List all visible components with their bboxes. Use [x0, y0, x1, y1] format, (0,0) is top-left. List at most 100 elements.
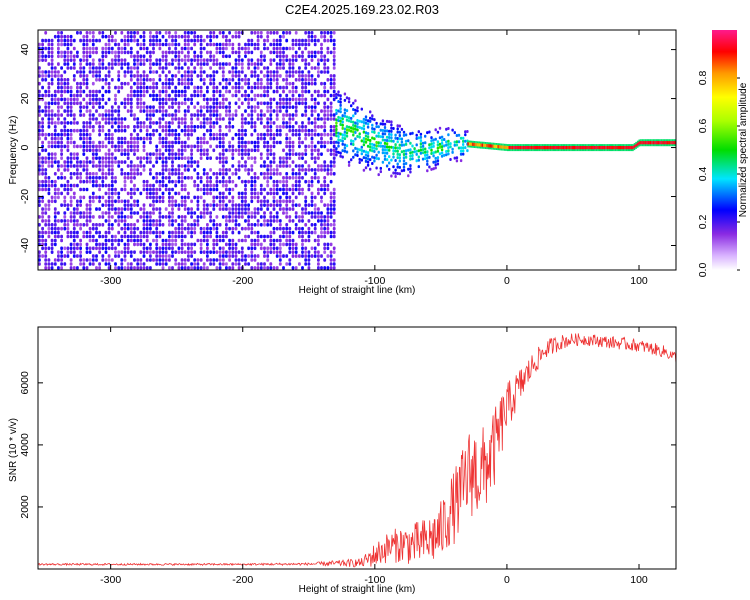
- spectrogram-cell: [60, 34, 63, 39]
- spectrogram-cell: [174, 97, 178, 102]
- spectrogram-cell: [304, 136, 308, 141]
- spectrogram-cell: [266, 125, 270, 129]
- spectrogram-cell: [63, 70, 67, 74]
- spectrogram-cell: [85, 203, 89, 207]
- spectrogram-y-axis-label: Frequency (Hz): [8, 116, 19, 185]
- spectrogram-cell: [212, 172, 216, 176]
- spectrogram-cell: [375, 121, 378, 125]
- spectrogram-cell: [133, 117, 136, 121]
- spectrogram-cell: [91, 176, 95, 180]
- spectrogram-cell: [104, 238, 108, 243]
- spectrogram-cell: [158, 89, 162, 94]
- spectrogram-cell: [244, 46, 247, 51]
- spectrogram-cell: [174, 226, 178, 231]
- spectrogram-cell: [206, 34, 209, 39]
- spectrogram-cell: [238, 270, 241, 274]
- spectrogram-cell: [91, 226, 95, 231]
- spectrogram-cell: [209, 50, 212, 55]
- spectrogram-cell: [193, 250, 197, 254]
- spectrogram-cell: [63, 78, 67, 82]
- spectrogram-cell: [110, 164, 114, 168]
- spectrogram-cell: [183, 101, 187, 106]
- spectrogram-cell: [298, 203, 301, 207]
- spectrogram-cell: [244, 78, 247, 82]
- spectrogram-cell: [215, 136, 219, 141]
- spectrogram-cell: [196, 183, 200, 188]
- spectrogram-cell: [193, 266, 197, 270]
- spectrogram-cell: [269, 203, 273, 207]
- spectrogram-cell: [142, 89, 146, 94]
- spectrogram-cell: [310, 38, 314, 43]
- spectrogram-cell: [231, 246, 235, 251]
- spectrogram-cell: [269, 187, 273, 192]
- spectrogram-cell: [298, 156, 301, 160]
- spectrogram-cell: [104, 219, 108, 223]
- spectrogram-cell: [212, 246, 216, 251]
- spectrogram-cell: [171, 132, 174, 137]
- spectrogram-cell: [440, 154, 444, 158]
- spectrogram-cell: [402, 143, 406, 147]
- spectrogram-cell: [72, 266, 76, 270]
- spectrogram-cell: [114, 31, 117, 35]
- spectrogram-cell: [47, 187, 51, 192]
- spectrogram-cell: [320, 152, 323, 156]
- spectrogram-cell: [375, 147, 378, 151]
- spectrogram-cell: [123, 140, 127, 145]
- spectrogram-cell: [218, 144, 222, 149]
- spectrogram-cell: [234, 132, 238, 137]
- spectrogram-cell: [91, 128, 95, 133]
- spectrogram-cell: [50, 183, 54, 188]
- spectrogram-cell: [231, 195, 235, 200]
- spectrogram-cell: [278, 125, 282, 129]
- spectrogram-cell: [428, 143, 431, 147]
- spectrogram-cell: [110, 258, 114, 262]
- spectrogram-cell: [161, 105, 165, 109]
- spectrogram-cell: [181, 270, 184, 274]
- spectrogram-cell: [82, 97, 86, 102]
- spectrogram-cell: [317, 148, 320, 153]
- spectrogram-cell: [199, 113, 203, 117]
- spectrogram-cell: [225, 125, 228, 129]
- spectrogram-cell: [266, 70, 270, 74]
- snr-y-axis-label: SNR (10 * v/v): [8, 418, 19, 482]
- spectrogram-cell: [60, 219, 63, 223]
- spectrogram-cell: [44, 250, 48, 254]
- spectrogram-cell: [136, 38, 140, 43]
- spectrogram-cell: [209, 219, 212, 223]
- spectrogram-cell: [79, 89, 82, 94]
- spectrogram-cell: [250, 195, 254, 200]
- spectrogram-cell: [326, 132, 330, 137]
- spectrogram-cell: [117, 85, 121, 90]
- spectrogram-cell: [288, 176, 292, 180]
- spectrogram-cell: [142, 250, 146, 254]
- x-tick-label: 0: [504, 574, 510, 586]
- spectrogram-cell: [212, 226, 216, 231]
- spectrogram-cell: [63, 58, 67, 62]
- spectrogram-cell: [193, 179, 197, 184]
- spectrogram-cell: [126, 262, 130, 266]
- spectrogram-cell: [202, 211, 206, 215]
- spectrogram-cell: [47, 258, 51, 262]
- spectrogram-cell: [323, 215, 327, 219]
- spectrogram-cell: [285, 58, 289, 62]
- spectrogram-cell: [430, 142, 433, 146]
- spectrogram-cell: [126, 238, 130, 243]
- spectrogram-cell: [285, 113, 289, 117]
- spectrogram-cell: [288, 242, 292, 247]
- colorbar-gradient: [712, 30, 737, 270]
- spectrogram-cell: [60, 238, 63, 243]
- spectrogram-cell: [329, 215, 333, 219]
- spectrogram-cell: [69, 89, 73, 94]
- spectrogram-cell: [253, 183, 257, 188]
- spectrogram-cell: [301, 168, 304, 172]
- spectrogram-cell: [291, 128, 295, 133]
- spectrogram-cell: [107, 156, 111, 160]
- spectrogram-cell: [98, 266, 101, 270]
- spectrogram-cell: [326, 207, 330, 211]
- spectrogram-cell: [326, 168, 330, 172]
- spectrogram-cell: [183, 128, 187, 133]
- spectrogram-cell: [53, 160, 57, 164]
- spectrogram-cell: [180, 74, 184, 78]
- spectrogram-cell: [253, 97, 257, 102]
- spectrogram-cell: [196, 238, 200, 243]
